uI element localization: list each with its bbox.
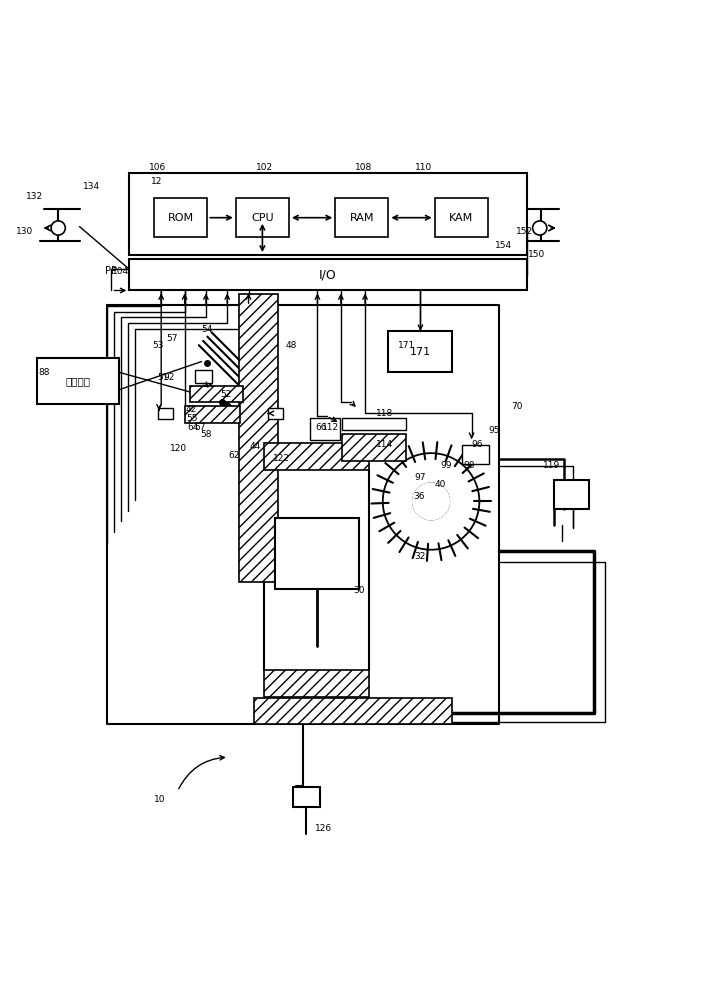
Text: 32: 32 — [415, 552, 426, 561]
Text: 126: 126 — [315, 824, 332, 833]
Text: 130: 130 — [16, 227, 33, 236]
Bar — [292, 787, 319, 807]
Text: 110: 110 — [415, 163, 432, 172]
Text: 150: 150 — [528, 250, 545, 259]
Bar — [240, 294, 278, 582]
Bar — [265, 443, 369, 470]
Text: 132: 132 — [26, 192, 43, 201]
Bar — [267, 408, 283, 419]
Text: 119: 119 — [543, 461, 560, 470]
Text: 88: 88 — [39, 368, 50, 377]
Text: 44: 44 — [250, 442, 261, 451]
Text: 122: 122 — [272, 454, 289, 463]
Bar — [389, 331, 452, 372]
Circle shape — [51, 221, 66, 235]
Text: RAM: RAM — [349, 213, 374, 223]
Text: 40: 40 — [435, 480, 446, 489]
Bar — [129, 259, 527, 290]
Text: 36: 36 — [414, 492, 425, 501]
Bar — [190, 386, 243, 402]
Text: 51: 51 — [158, 373, 169, 382]
Bar — [265, 670, 369, 697]
Bar — [461, 445, 488, 464]
Text: 96: 96 — [471, 440, 483, 449]
Bar — [554, 480, 590, 509]
Text: 54: 54 — [202, 325, 213, 334]
Text: 171: 171 — [410, 347, 431, 357]
Text: 114: 114 — [376, 440, 394, 449]
Text: 10: 10 — [154, 795, 165, 804]
Text: 64: 64 — [188, 423, 199, 432]
Bar — [154, 198, 207, 237]
Text: 98: 98 — [463, 461, 475, 470]
Text: 102: 102 — [256, 163, 273, 172]
Text: 55: 55 — [186, 414, 198, 423]
Text: 42: 42 — [186, 405, 198, 414]
Text: 120: 120 — [170, 444, 188, 453]
Text: 152: 152 — [516, 227, 533, 236]
Text: 53: 53 — [152, 341, 163, 350]
Text: 67: 67 — [195, 423, 206, 432]
Text: CPU: CPU — [251, 213, 274, 223]
Text: 48: 48 — [285, 341, 297, 350]
Text: 57: 57 — [166, 334, 178, 343]
Text: 66: 66 — [315, 423, 327, 432]
Text: 118: 118 — [376, 409, 394, 418]
Text: 104: 104 — [111, 267, 128, 276]
Bar — [342, 418, 406, 430]
Text: ROM: ROM — [168, 213, 194, 223]
Circle shape — [533, 221, 547, 235]
Text: 92: 92 — [163, 373, 175, 382]
Text: 108: 108 — [355, 163, 372, 172]
Text: 112: 112 — [322, 423, 339, 432]
Bar — [310, 418, 340, 440]
Circle shape — [413, 483, 449, 520]
Text: 30: 30 — [353, 586, 364, 595]
Bar — [236, 198, 289, 237]
Bar — [435, 198, 488, 237]
Text: PP: PP — [106, 266, 118, 276]
Bar — [129, 173, 527, 255]
Text: 99: 99 — [441, 461, 452, 470]
Text: 95: 95 — [488, 426, 499, 435]
Bar — [254, 698, 452, 724]
Text: KAM: KAM — [449, 213, 473, 223]
Bar — [335, 198, 389, 237]
Text: 62: 62 — [229, 451, 240, 460]
Text: 171: 171 — [398, 341, 415, 350]
Text: 58: 58 — [200, 430, 212, 439]
Text: 12: 12 — [150, 177, 162, 186]
Bar — [37, 358, 118, 404]
Bar — [185, 406, 240, 423]
Text: 70: 70 — [511, 402, 523, 411]
Bar — [275, 518, 359, 589]
Bar — [342, 434, 406, 461]
Text: 97: 97 — [415, 473, 426, 482]
Text: 52: 52 — [220, 390, 232, 399]
Text: I/O: I/O — [319, 268, 337, 281]
Text: 点火系统: 点火系统 — [65, 376, 91, 386]
Text: 134: 134 — [83, 182, 101, 191]
Text: 106: 106 — [149, 163, 166, 172]
Bar — [195, 370, 212, 383]
Bar — [158, 408, 173, 419]
Text: 154: 154 — [495, 241, 512, 250]
